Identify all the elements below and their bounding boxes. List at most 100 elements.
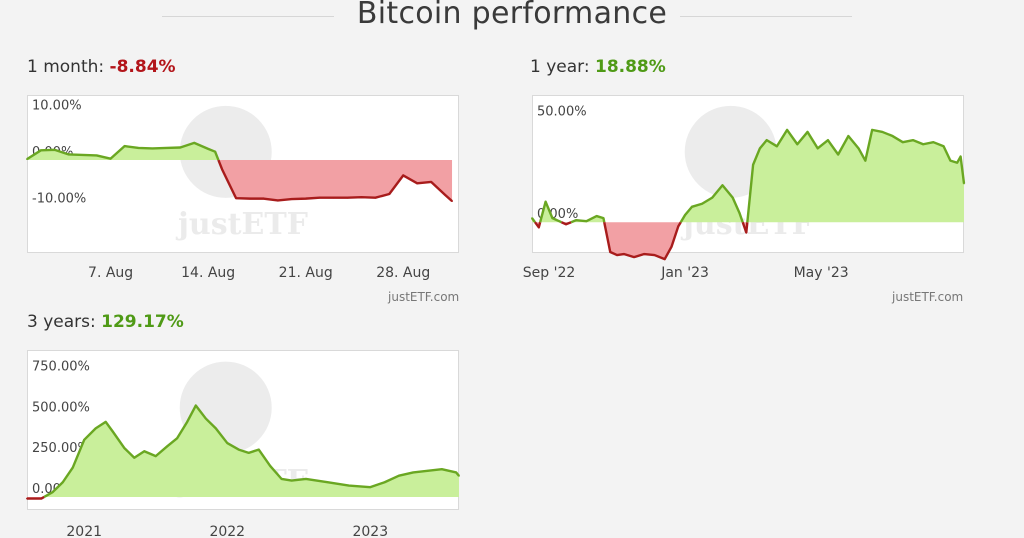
data-point	[857, 147, 860, 150]
data-point	[398, 474, 400, 477]
data-point	[776, 145, 778, 148]
panel-label: 1 month:	[27, 57, 110, 77]
data-point	[731, 196, 734, 199]
data-point	[26, 497, 28, 500]
x-tick-label: 2021	[66, 524, 102, 538]
data-point	[616, 254, 618, 256]
data-point	[451, 200, 453, 203]
credit-1-year[interactable]: justETF.com	[892, 290, 964, 304]
x-tick-label: 28. Aug	[376, 265, 430, 281]
data-point	[633, 256, 635, 259]
data-point	[143, 450, 146, 453]
data-point	[881, 131, 884, 133]
data-point	[806, 131, 809, 133]
data-point	[347, 484, 350, 487]
data-point	[690, 205, 693, 208]
data-point	[61, 481, 64, 484]
data-point	[416, 182, 419, 185]
data-point	[221, 168, 223, 171]
area-positive	[44, 405, 460, 497]
data-point	[653, 254, 656, 256]
y-tick-label: 10.00%	[32, 99, 82, 114]
data-point	[565, 223, 567, 226]
data-point	[257, 448, 260, 451]
data-point	[165, 147, 168, 149]
data-point	[133, 456, 136, 459]
data-point	[544, 200, 547, 203]
data-point	[123, 145, 126, 148]
data-point	[235, 197, 237, 200]
data-point	[701, 202, 703, 205]
data-point	[290, 479, 293, 482]
data-point	[40, 497, 43, 500]
data-point	[440, 468, 443, 471]
data-point	[53, 148, 56, 151]
data-point	[827, 139, 829, 142]
data-point	[95, 154, 98, 157]
data-point	[40, 149, 42, 152]
panel-value: -8.84%	[109, 57, 176, 77]
data-point	[402, 174, 405, 177]
area-negative	[604, 222, 681, 260]
data-point	[193, 141, 196, 144]
data-point	[643, 253, 646, 255]
area-negative	[218, 160, 453, 202]
data-point	[901, 141, 904, 144]
title-rule-right	[680, 16, 852, 17]
data-point	[585, 220, 588, 223]
data-point	[204, 417, 207, 420]
data-point	[871, 128, 874, 131]
data-point	[280, 478, 283, 480]
data-point	[360, 196, 363, 199]
x-tick-label: 2023	[352, 524, 388, 538]
data-point	[137, 147, 140, 149]
data-point	[412, 471, 415, 474]
data-point	[104, 420, 107, 423]
data-point	[109, 157, 112, 160]
data-point	[154, 455, 157, 458]
data-point	[388, 193, 391, 195]
data-point	[609, 251, 612, 253]
data-point	[214, 150, 217, 153]
data-point	[738, 212, 741, 214]
data-point	[426, 469, 429, 472]
data-point	[864, 159, 867, 162]
data-point	[956, 161, 959, 164]
data-point	[332, 196, 335, 199]
data-point	[922, 143, 925, 146]
data-point	[949, 159, 952, 162]
data-point	[269, 465, 272, 467]
watermark-text: justETF	[175, 207, 308, 242]
data-point	[51, 491, 54, 493]
data-point	[959, 155, 962, 158]
data-point	[942, 145, 945, 148]
data-point	[290, 198, 293, 200]
panel-label: 3 years:	[27, 312, 102, 332]
data-point	[752, 163, 755, 166]
y-tick-label: 500.00%	[32, 400, 90, 415]
data-point	[263, 197, 265, 200]
panel-value: 129.17%	[101, 312, 184, 332]
data-point	[304, 197, 307, 200]
data-point	[816, 147, 819, 150]
data-point	[67, 153, 70, 156]
data-point	[670, 245, 673, 248]
y-tick-label: -10.00%	[32, 192, 86, 207]
panel-label: 1 year:	[530, 57, 595, 77]
data-point	[123, 447, 126, 449]
data-point	[765, 139, 768, 142]
data-point	[537, 226, 540, 229]
data-point	[346, 196, 349, 199]
data-point	[759, 147, 761, 150]
x-tick-label: Jan '23	[660, 265, 709, 281]
x-tick-label: 2022	[209, 524, 245, 538]
data-point	[558, 220, 561, 223]
data-point	[444, 194, 446, 196]
data-point	[677, 225, 680, 228]
data-point	[551, 217, 554, 220]
data-point	[575, 219, 578, 222]
credit-1-month[interactable]: justETF.com	[388, 290, 460, 304]
chart-3-years: justETF750.00%500.00%250.00%0.00%2021202…	[26, 350, 460, 538]
